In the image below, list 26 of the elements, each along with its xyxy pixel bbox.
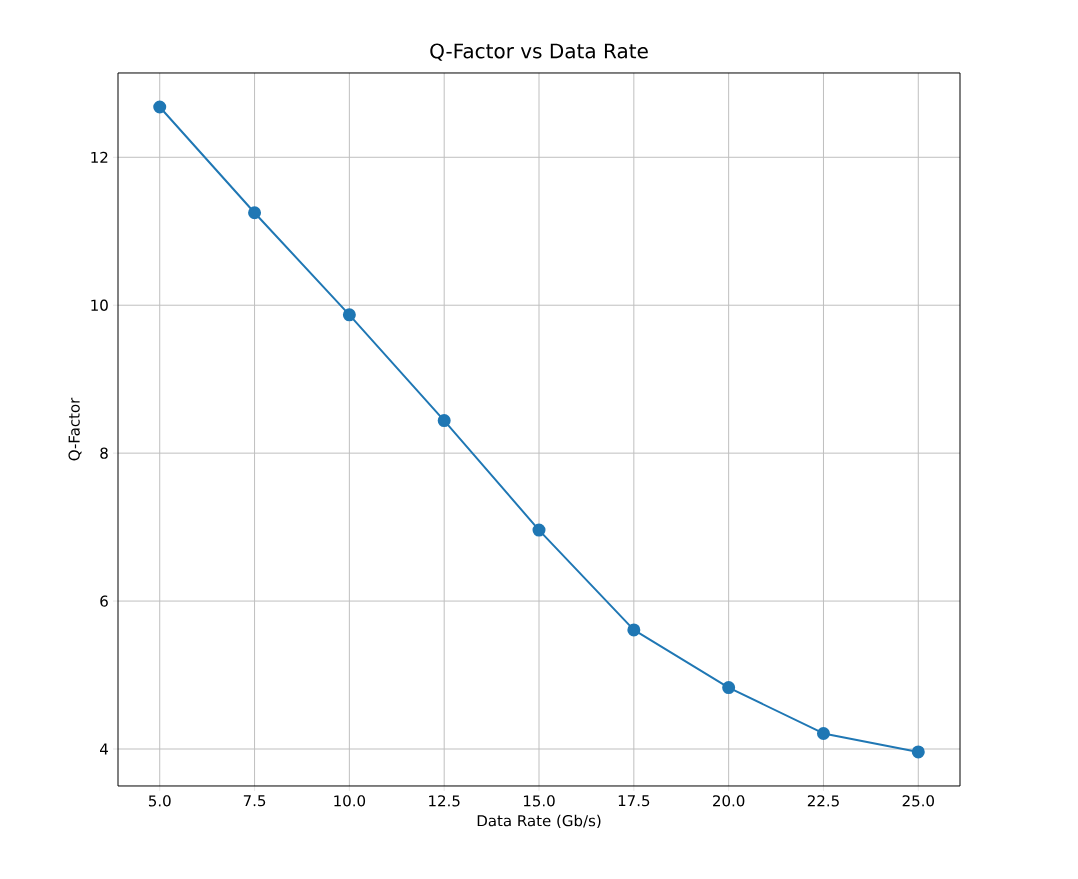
point <box>153 100 167 114</box>
x-tick-label: 10.0 <box>334 795 366 807</box>
x-tick-label: 22.5 <box>807 795 839 807</box>
point <box>437 414 451 428</box>
point <box>342 308 356 322</box>
x-axis-title: Data Rate (Gb/s) <box>477 814 601 829</box>
x-tick-label: 5.0 <box>148 795 171 807</box>
x-tick-label: 25.0 <box>902 795 934 807</box>
x-tick-label: 20.0 <box>713 795 745 807</box>
point <box>816 726 830 740</box>
x-tick-label: 17.5 <box>618 795 650 807</box>
point <box>248 206 262 220</box>
point <box>532 523 546 537</box>
y-tick-label: 6 <box>100 595 108 607</box>
y-tick-label: 12 <box>91 151 108 163</box>
x-tick-label: 12.5 <box>429 795 460 807</box>
chart-title: Q-Factor vs Data Rate <box>430 43 648 61</box>
y-tick-label: 10 <box>91 299 108 311</box>
y-tick-label: 4 <box>100 743 108 755</box>
y-tick-label: 8 <box>100 447 108 459</box>
point <box>627 623 641 637</box>
x-tick-label: 15.0 <box>523 795 555 807</box>
y-axis-title: Q-Factor <box>68 397 82 461</box>
x-tick-label: 7.5 <box>243 795 266 807</box>
point <box>722 681 736 695</box>
point <box>911 745 925 759</box>
